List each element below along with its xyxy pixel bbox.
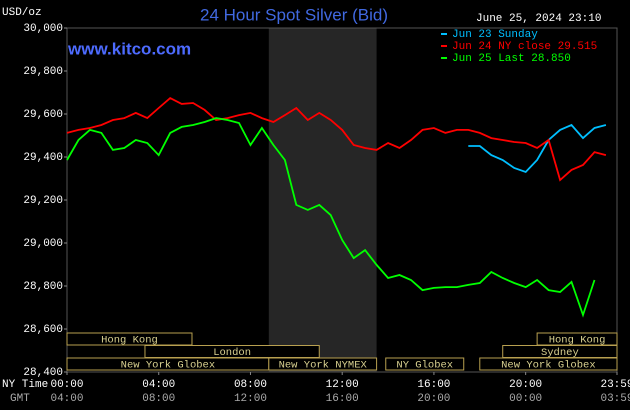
x2-tick-label: 03:59 <box>600 393 630 405</box>
x2-tick-label: 08:00 <box>142 393 175 405</box>
legend-label: Jun 23 Sunday <box>452 29 538 41</box>
x2-tick-label: 20:00 <box>417 393 450 405</box>
x-tick-label: 12:00 <box>326 379 359 391</box>
session-label: New York Globex <box>121 359 216 371</box>
site: www.kitco.com <box>67 39 191 58</box>
x-axis-label: NY Time <box>2 379 48 391</box>
session-label: Sydney <box>541 347 579 359</box>
x-tick-label: 04:00 <box>142 379 175 391</box>
timestamp: June 25, 2024 23:10 <box>476 13 601 25</box>
x2-tick-label: 00:00 <box>509 393 542 405</box>
session-box <box>268 357 378 371</box>
x-tick-label: 23:59 <box>600 379 630 391</box>
x-tick-label: 16:00 <box>417 379 450 391</box>
y-axis-label: USD/oz <box>2 7 42 19</box>
session-label: New York Globex <box>501 359 596 371</box>
y-tick-label: 28,800 <box>23 281 63 293</box>
y-tick-label: 28,600 <box>23 324 63 336</box>
x-tick-label: 08:00 <box>234 379 267 391</box>
session-label: New York NYMEX <box>279 359 368 371</box>
session-box <box>66 332 193 346</box>
legend-label: Jun 24 NY close 29.515 <box>452 41 597 53</box>
line <box>66 97 607 182</box>
y-tick-label: 29,200 <box>23 195 63 207</box>
session-band <box>268 28 377 372</box>
legend-label: Jun 25 Last 28.850 <box>452 53 571 65</box>
y-tick-label: 29,600 <box>23 109 63 121</box>
x-tick-label: 20:00 <box>509 379 542 391</box>
session-label: Hong Kong <box>101 334 158 346</box>
session-box <box>385 357 465 371</box>
x2-tick-label: 04:00 <box>50 393 83 405</box>
y-tick-label: 29,000 <box>23 238 63 250</box>
session-label: NY Globex <box>396 359 453 371</box>
session-label: Hong Kong <box>549 334 606 346</box>
session-label: London <box>213 347 251 359</box>
y-tick-label: 29,800 <box>23 66 63 78</box>
y-tick-label: 30,000 <box>23 23 63 35</box>
line <box>468 123 607 174</box>
y-tick-label: 28,400 <box>23 367 63 379</box>
x2-axis-label: GMT <box>10 393 30 405</box>
y-tick-label: 29,400 <box>23 152 63 164</box>
x2-tick-label: 16:00 <box>326 393 359 405</box>
session-box <box>479 357 618 371</box>
x2-tick-label: 12:00 <box>234 393 267 405</box>
chart-title: 24 Hour Spot Silver (Bid) <box>200 5 388 24</box>
line <box>66 117 596 318</box>
x-tick-label: 00:00 <box>50 379 83 391</box>
